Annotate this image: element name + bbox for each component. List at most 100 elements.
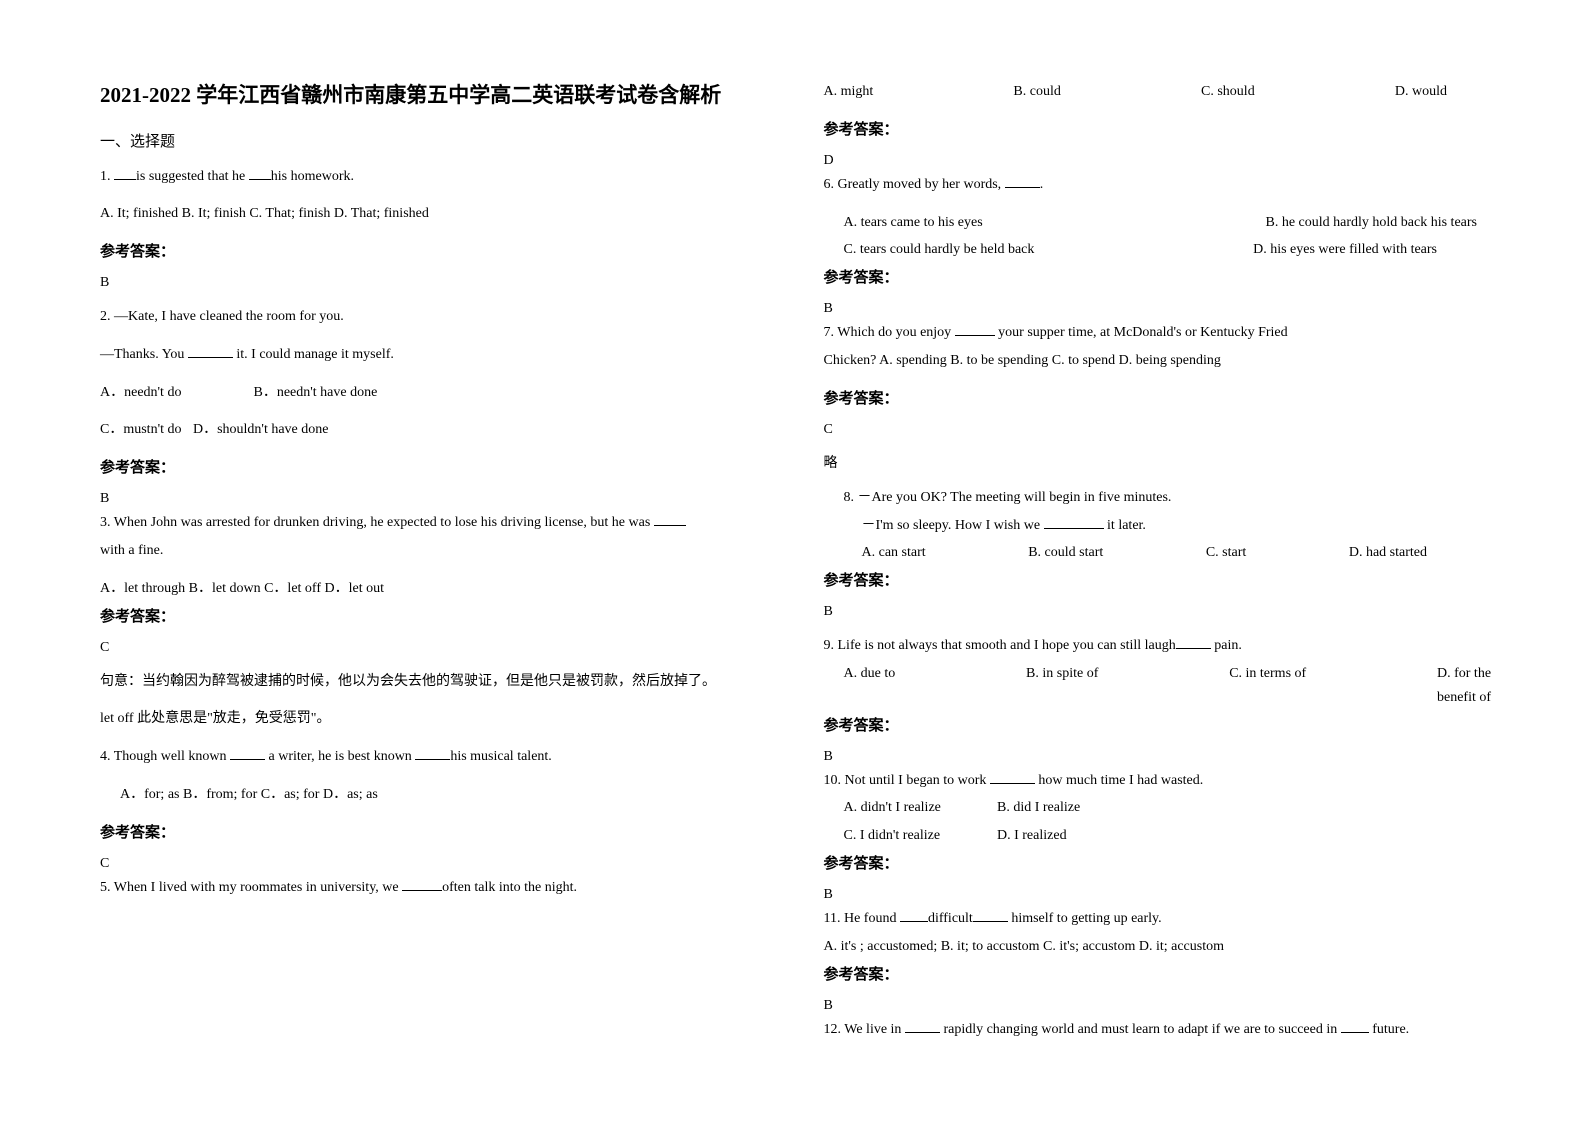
q10-optA: A. didn't I realize — [844, 796, 994, 820]
q6-opts-row1: A. tears came to his eyes B. he could ha… — [824, 211, 1508, 235]
q6-opts-row2: C. tears could hardly be held back D. hi… — [824, 238, 1508, 262]
right-column: A. might B. could C. should D. would 参考答… — [814, 80, 1528, 1082]
q8-optC: C. start — [1206, 541, 1246, 565]
question-8-line1: 8. －Are you OK? The meeting will begin i… — [824, 486, 1508, 510]
q5-optD: D. would — [1395, 80, 1507, 104]
q9-b: pain. — [1211, 638, 1242, 653]
blank — [230, 746, 265, 760]
blank — [900, 908, 928, 922]
q6-answer: B — [824, 301, 1508, 317]
q7-a: 7. Which do you enjoy — [824, 325, 955, 340]
question-4: 4. Though well known a writer, he is bes… — [100, 745, 784, 769]
q7-b: your supper time, at McDonald's or Kentu… — [995, 325, 1288, 340]
q5-optA: A. might — [824, 80, 874, 104]
q5-optC: C. should — [1201, 80, 1255, 104]
q10-a: 10. Not until I began to work — [824, 773, 990, 788]
q7-skip: 略 — [824, 452, 1508, 472]
q6-optA: A. tears came to his eyes — [844, 211, 983, 235]
question-9: 9. Life is not always that smooth and I … — [824, 634, 1508, 658]
q5-b: often talk into the night. — [442, 880, 577, 895]
q9-options: A. due to B. in spite of C. in terms of … — [824, 662, 1508, 710]
q1-answer: B — [100, 275, 784, 291]
q1-text-b: is suggested that he — [136, 169, 249, 184]
question-11: 11. He found difficult himself to gettin… — [824, 907, 1508, 931]
answer-label: 参考答案： — [824, 852, 1508, 873]
q2-opts-row2: C．mustn't do D．shouldn't have done — [100, 418, 784, 442]
q3-explain2: let off 此处意思是"放走，免受惩罚"。 — [100, 707, 784, 731]
q9-optB: B. in spite of — [1026, 662, 1098, 710]
blank — [249, 166, 271, 180]
q11-a: 11. He found — [824, 911, 900, 926]
question-6: 6. Greatly moved by her words, . — [824, 173, 1508, 197]
q3-explain1: 句意：当约翰因为醉驾被逮捕的时候，他以为会失去他的驾驶证，但是他只是被罚款，然后… — [100, 670, 784, 694]
q10-opts-row2: C. I didn't realize D. I realized — [824, 824, 1508, 848]
blank — [905, 1019, 940, 1033]
blank — [402, 877, 442, 891]
q12-c: future. — [1369, 1022, 1409, 1037]
q2-opts-row1: A．needn't do B．needn't have done — [100, 381, 784, 405]
q11-b: difficult — [928, 911, 973, 926]
blank — [114, 166, 136, 180]
blank — [415, 746, 450, 760]
q9-answer: B — [824, 749, 1508, 765]
blank — [188, 344, 233, 358]
q10-optB: B. did I realize — [997, 796, 1080, 820]
q5-optB: B. could — [1013, 80, 1060, 104]
q2-optB: B．needn't have done — [254, 381, 378, 405]
q4-answer: C — [100, 856, 784, 872]
answer-label: 参考答案： — [100, 605, 784, 626]
question-12: 12. We live in rapidly changing world an… — [824, 1018, 1508, 1042]
blank — [1341, 1019, 1369, 1033]
answer-label: 参考答案： — [824, 963, 1508, 984]
q11-options: A. it's ; accustomed; B. it; to accustom… — [824, 935, 1508, 959]
q1-text-c: his homework. — [271, 169, 354, 184]
q6-a: 6. Greatly moved by her words, — [824, 177, 1005, 192]
q12-b: rapidly changing world and must learn to… — [940, 1022, 1341, 1037]
q5-options: A. might B. could C. should D. would — [824, 80, 1508, 104]
q2-answer: B — [100, 491, 784, 507]
q10-b: how much time I had wasted. — [1035, 773, 1203, 788]
answer-label: 参考答案： — [824, 118, 1508, 139]
q8-optB: B. could start — [1028, 541, 1103, 565]
page-title: 2021-2022 学年江西省赣州市南康第五中学高二英语联考试卷含解析 — [100, 80, 784, 112]
blank — [654, 512, 686, 526]
question-2-line1: 2. —Kate, I have cleaned the room for yo… — [100, 305, 784, 329]
q5-a: 5. When I lived with my roommates in uni… — [100, 880, 402, 895]
q10-optC: C. I didn't realize — [844, 824, 994, 848]
answer-label: 参考答案： — [100, 240, 784, 261]
q10-optD: D. I realized — [997, 824, 1067, 848]
q11-c: himself to getting up early. — [1008, 911, 1162, 926]
q4-a: 4. Though well known — [100, 749, 230, 764]
section-heading: 一、选择题 — [100, 130, 784, 151]
q8-optD: D. had started — [1349, 541, 1427, 565]
q3-answer: C — [100, 640, 784, 656]
q9-optA: A. due to — [824, 662, 896, 710]
q2-optA: A．needn't do — [100, 381, 250, 405]
q6-optD: D. his eyes were filled with tears — [1253, 238, 1507, 262]
q7-answer: C — [824, 422, 1508, 438]
q9-optC: C. in terms of — [1229, 662, 1306, 710]
q8-optA: A. can start — [862, 541, 926, 565]
q3-l1: 3. When John was arrested for drunken dr… — [100, 515, 654, 530]
q11-answer: B — [824, 998, 1508, 1014]
answer-label: 参考答案： — [100, 456, 784, 477]
q2-optD: D．shouldn't have done — [193, 418, 329, 442]
q6-optB: B. he could hardly hold back his tears — [1265, 211, 1507, 235]
blank — [1005, 174, 1040, 188]
answer-label: 参考答案： — [824, 569, 1508, 590]
q1-text-a: 1. — [100, 169, 114, 184]
q2-optC: C．mustn't do — [100, 418, 181, 442]
blank — [1044, 515, 1104, 529]
q8-options: A. can start B. could start C. start D. … — [824, 541, 1508, 565]
q8-answer: B — [824, 604, 1508, 620]
question-8-line2: －I'm so sleepy. How I wish we it later. — [824, 514, 1508, 538]
blank — [955, 322, 995, 336]
question-10: 10. Not until I began to work how much t… — [824, 769, 1508, 793]
blank — [1176, 635, 1211, 649]
question-7-line1: 7. Which do you enjoy your supper time, … — [824, 321, 1508, 345]
question-3-line1: 3. When John was arrested for drunken dr… — [100, 511, 784, 535]
q8-l2a: －I'm so sleepy. How I wish we — [862, 518, 1044, 533]
q12-a: 12. We live in — [824, 1022, 905, 1037]
answer-label: 参考答案： — [824, 714, 1508, 735]
q10-opts-row1: A. didn't I realize B. did I realize — [824, 796, 1508, 820]
